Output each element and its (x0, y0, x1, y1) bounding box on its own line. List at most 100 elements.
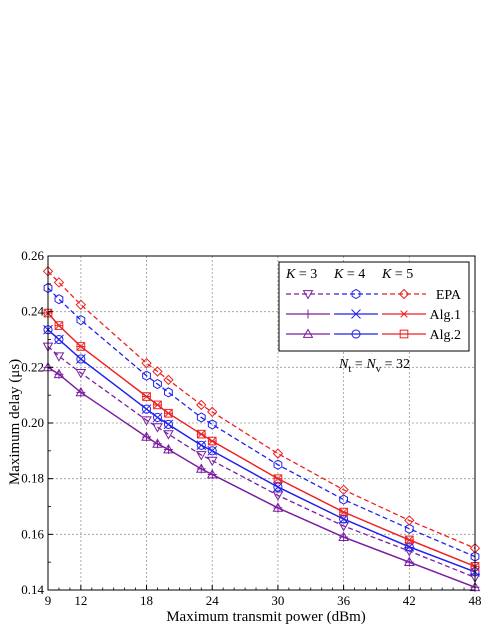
data-point (206, 456, 218, 467)
data-point (272, 448, 284, 459)
data-point (76, 342, 86, 351)
data-point (53, 352, 65, 362)
data-point (141, 404, 152, 414)
x-axis-label: Maximum transmit power (dBm) (166, 609, 366, 625)
data-point (196, 440, 206, 450)
series-line-2 (47, 270, 476, 549)
legend-header: K = 4 (333, 267, 365, 282)
parameter-annotation: Nt = Nv = 32 (338, 357, 410, 375)
legend-marker (303, 309, 313, 319)
legend-marker (399, 310, 409, 318)
series-line-7 (47, 329, 476, 573)
data-point (196, 412, 206, 423)
data-point (273, 459, 283, 470)
data-point (196, 399, 207, 411)
series-lines (42, 266, 481, 592)
x-tick-label: 24 (206, 593, 220, 608)
legend-marker (398, 288, 410, 300)
data-point (141, 416, 152, 426)
data-point (196, 429, 206, 439)
legend-box (278, 261, 470, 352)
data-point (272, 491, 284, 501)
data-point (153, 378, 162, 390)
data-point (54, 321, 64, 330)
data-point (164, 408, 173, 418)
y-tick-label: 0.24 (21, 304, 44, 319)
axes: 9 12 18 24 30 36 42 48 0.14 0.16 0.18 0.20 0.22 0.24 0… (21, 248, 481, 608)
legend-marker (399, 329, 409, 339)
x-tick-label: 36 (337, 593, 351, 608)
series-line-6 (47, 366, 476, 588)
data-point (54, 294, 64, 305)
annotation: Nt = Nv = 32 (338, 357, 410, 375)
data-point (339, 507, 348, 517)
data-point (141, 431, 152, 441)
data-point (141, 357, 152, 369)
legend: K = 3 K = 4 K = 5 EPA Alg.1 Alg.2 (278, 261, 470, 352)
data-point (163, 443, 174, 454)
legend-label: Alg.2 (430, 328, 462, 343)
series-line-0 (47, 345, 476, 579)
data-point (75, 369, 87, 379)
legend-marker (351, 288, 361, 300)
data-point (338, 484, 349, 496)
data-point (206, 468, 218, 479)
data-point (207, 406, 218, 418)
data-point (142, 370, 151, 381)
data-point (207, 436, 217, 446)
data-point (164, 387, 173, 398)
data-point (195, 451, 207, 461)
y-axis-label: Maximum delay (μs) (7, 359, 23, 485)
y-tick-label: 0.16 (21, 526, 44, 541)
data-point (404, 523, 414, 534)
legend-marker (302, 290, 314, 300)
data-point (207, 446, 217, 456)
data-point (53, 368, 65, 379)
data-point (76, 314, 86, 326)
data-point (153, 400, 162, 410)
data-point (207, 419, 217, 430)
data-point (152, 412, 163, 422)
data-point (272, 502, 284, 512)
data-point (152, 366, 163, 377)
data-point (75, 299, 87, 310)
x-tick-label: 42 (403, 593, 416, 608)
legend-label: EPA (436, 288, 462, 303)
data-point (142, 392, 151, 401)
x-tick-label: 9 (45, 593, 52, 608)
data-point (403, 556, 415, 567)
data-point (163, 374, 174, 386)
data-point (404, 535, 414, 545)
legend-label: Alg.1 (430, 308, 462, 323)
x-tick-label: 30 (271, 593, 284, 608)
legend-header: K = 3 (285, 267, 317, 282)
data-point (273, 474, 283, 483)
data-point (54, 334, 64, 345)
data-point (338, 531, 349, 541)
data-point (152, 438, 163, 448)
y-tick-label: 0.26 (21, 248, 44, 263)
y-tick-label: 0.20 (21, 415, 44, 430)
data-point (163, 430, 174, 440)
y-tick-label: 0.22 (21, 359, 44, 374)
data-point (339, 494, 349, 505)
data-point (469, 581, 481, 592)
x-tick-label: 12 (74, 593, 87, 608)
legend-marker (351, 309, 361, 319)
legend-marker (302, 328, 314, 338)
data-point (163, 419, 173, 429)
data-point (152, 423, 163, 433)
x-tick-label: 48 (469, 593, 482, 608)
data-point (75, 386, 87, 397)
legend-header: K = 5 (381, 267, 413, 282)
data-point (76, 354, 86, 364)
data-point (403, 547, 415, 557)
data-point (404, 515, 415, 526)
data-point (339, 514, 349, 524)
data-point (404, 542, 414, 552)
y-tick-label: 0.18 (21, 471, 44, 486)
x-tick-label: 18 (140, 593, 153, 608)
y-tick-label: 0.14 (21, 582, 44, 597)
legend-marker (351, 329, 361, 339)
